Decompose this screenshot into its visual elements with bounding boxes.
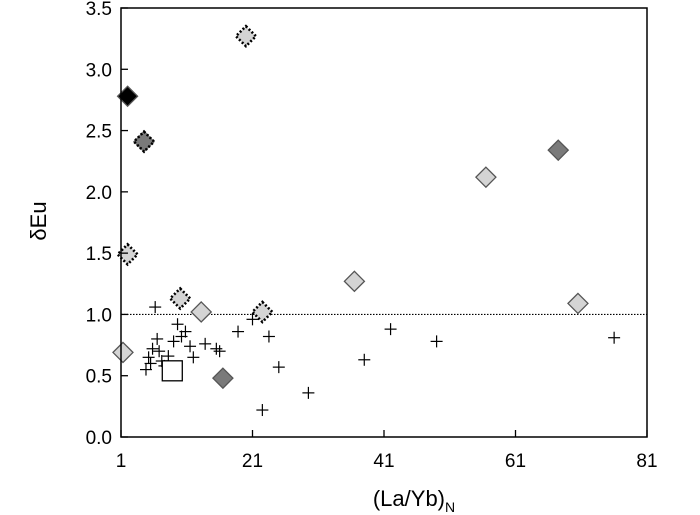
diamond-point [190,301,213,323]
cross-point [146,342,159,355]
cross-point [199,337,212,350]
diamond-point [567,292,589,315]
x-axis-title-subscript: N [445,499,455,515]
cross-point [184,340,197,353]
cross-point [302,386,315,399]
diamond-point [211,367,234,390]
cross-point [179,325,192,338]
cross-point [213,345,226,358]
dotted-diamond-point [168,286,193,311]
y-tick-label: 0.0 [86,428,112,449]
cross-point [384,323,397,336]
plot-frame [120,7,648,438]
cross-point [272,361,285,374]
cross-point [256,404,269,417]
cross-point [144,357,157,370]
cross-point [608,331,621,344]
x-axis-title-main: (La/Yb) [373,486,445,511]
diamond-point [112,341,134,364]
cross-point [171,318,184,331]
dotted-diamond-point [250,300,275,324]
data-points [112,24,621,417]
y-axis-title: δEu [26,201,51,240]
x-tick-label: 1 [116,451,127,472]
y-tick-label: 2.5 [86,122,112,143]
y-tick-label: 2.0 [86,183,112,204]
y-tick-label: 1.0 [86,305,112,326]
cross-point [167,335,180,348]
y-tick-label: 3.0 [86,60,112,81]
cross-point [162,350,175,363]
x-tick-label: 21 [242,451,263,472]
cross-point [232,325,245,338]
diamond-point [547,139,570,162]
x-tick-label: 41 [373,451,394,472]
cross-point [139,363,152,376]
y-tick-label: 3.5 [86,0,112,20]
diamond-point [474,166,497,189]
dotted-diamond-point [115,242,140,267]
x-axis-title-text: (La/Yb)N [373,486,455,515]
cross-point [153,345,166,358]
cross-point [430,335,443,348]
cross-point [151,332,164,345]
diamond-point [343,270,366,293]
x-axis-title: (La/Yb)N [373,486,455,515]
dotted-diamond-point [234,24,258,49]
cross-point [149,301,162,314]
cross-point [187,351,200,364]
y-tick-label: 0.5 [86,367,112,388]
cross-point [210,342,223,355]
cross-point [246,313,259,326]
x-tick-label: 81 [636,451,657,472]
cross-point [262,330,275,343]
cross-point [142,351,155,364]
square-point [161,360,183,382]
dotted-diamond-point [132,129,156,154]
y-tick-label: 1.5 [86,244,112,265]
cross-point [358,353,371,366]
axes: 0.0 0.5 1.0 1.5 2.0 2.5 3.0 3.5 1 21 41 61 81 [86,0,658,472]
x-tick-label: 61 [505,451,526,472]
